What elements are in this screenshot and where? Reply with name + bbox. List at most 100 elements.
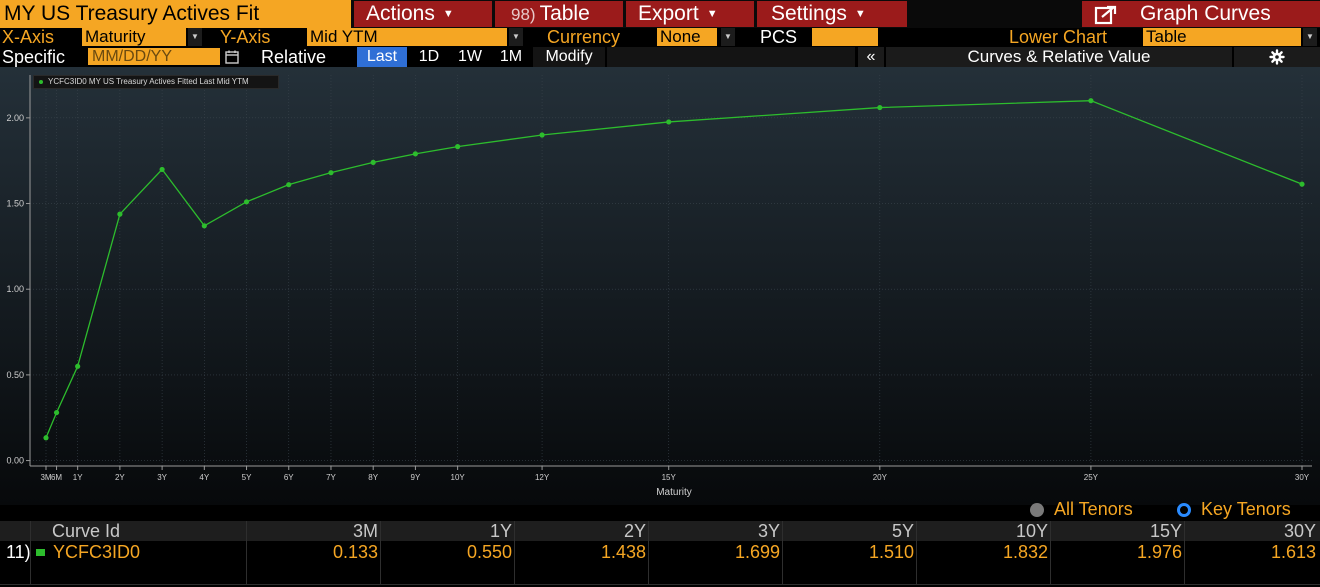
graph-curves-button[interactable]: Graph Curves: [1082, 1, 1320, 27]
table-header: [0, 521, 1320, 541]
curve-id-header[interactable]: Curve Id: [52, 521, 121, 541]
tab-last[interactable]: Last: [357, 47, 407, 67]
x-tick-label: 3M: [40, 473, 51, 482]
x-tick-label: 4Y: [199, 473, 209, 482]
x-tick-label: 9Y: [411, 473, 421, 482]
external-window-icon: [1094, 5, 1117, 25]
data-point: [412, 151, 419, 157]
chevron-down-icon[interactable]: ▼: [1303, 28, 1317, 46]
relative-label: Relative: [261, 47, 327, 67]
column-header[interactable]: 3Y: [757, 521, 780, 541]
column-header[interactable]: 3M: [352, 521, 378, 541]
chevron-down-icon[interactable]: ▼: [721, 28, 735, 46]
value-cell: 1.613: [1270, 542, 1316, 562]
curves-relative-value-tab[interactable]: Curves & Relative Value: [886, 47, 1232, 67]
column-divider: [1184, 521, 1185, 585]
settings-label: Settings: [771, 2, 847, 25]
x-tick-label: 7Y: [326, 473, 336, 482]
data-point: [455, 144, 461, 150]
currency-select[interactable]: None: [657, 28, 717, 46]
data-point: [53, 409, 60, 416]
column-header[interactable]: 15Y: [1149, 521, 1182, 541]
xaxis-select[interactable]: Maturity: [82, 28, 186, 46]
pcs-field[interactable]: [812, 28, 878, 46]
data-point: [43, 435, 49, 441]
legend-label: YCFC3ID0 MY US Treasury Actives Fitted L…: [48, 77, 249, 86]
chart-axes: 0.00 0.50 1.00 1.50 2.00 3M 6M 1Y 2Y 3Y 4Y 5Y 6Y 7Y 8Y…: [6, 75, 1312, 482]
column-header[interactable]: 5Y: [891, 521, 914, 541]
x-tick-label: 3Y: [157, 473, 167, 482]
value-cell: 1.438: [600, 542, 646, 562]
table-shortcut-number: 98): [511, 5, 536, 24]
yaxis-label: Y-Axis: [220, 27, 271, 47]
chevron-down-icon: ▼: [706, 8, 718, 20]
value-cell: 0.550: [466, 542, 512, 562]
chart-background: [0, 67, 1320, 505]
x-tick-label: 20Y: [873, 473, 888, 482]
gear-icon: [1269, 49, 1285, 65]
column-divider: [648, 521, 649, 585]
key-tenors-radio[interactable]: [1177, 503, 1191, 517]
calendar-icon[interactable]: [224, 50, 240, 64]
x-tick-label: 5Y: [242, 473, 252, 482]
lower-chart-select[interactable]: Table: [1143, 28, 1301, 46]
column-divider: [1050, 521, 1051, 585]
yaxis-select[interactable]: Mid YTM: [307, 28, 507, 46]
chevron-down-icon: ▼: [442, 8, 454, 20]
column-header[interactable]: 30Y: [1283, 521, 1316, 541]
data-point: [201, 223, 207, 229]
column-divider: [380, 521, 381, 585]
all-tenors-radio[interactable]: [1030, 503, 1044, 517]
value-cell: 1.699: [734, 542, 780, 562]
value-cell: 1.832: [1002, 542, 1048, 562]
x-axis-title: Maturity: [656, 487, 692, 498]
modify-button[interactable]: Modify: [533, 47, 605, 67]
table-row[interactable]: [0, 541, 1320, 563]
legend-marker: [39, 80, 43, 84]
chevron-down-icon[interactable]: ▼: [509, 28, 523, 46]
row-divider: [0, 584, 1320, 585]
data-point: [117, 211, 123, 217]
date-input[interactable]: MM/DD/YY: [88, 48, 220, 65]
column-header[interactable]: 1Y: [489, 521, 512, 541]
curve-id-cell[interactable]: YCFC3ID0: [53, 542, 141, 562]
column-divider: [514, 521, 515, 585]
x-tick-label: 6Y: [284, 473, 294, 482]
column-header[interactable]: 10Y: [1015, 521, 1048, 541]
y-tick-label: 1.50: [6, 199, 24, 209]
chevron-down-icon[interactable]: ▼: [188, 28, 202, 46]
value-cell: 1.976: [1136, 542, 1182, 562]
chart-series: [43, 98, 1305, 441]
graph-curves-label: Graph Curves: [1140, 2, 1271, 25]
actions-label: Actions: [366, 2, 435, 25]
y-tick-label: 0.50: [6, 370, 24, 380]
data-point: [1088, 98, 1094, 104]
x-tick-label: 15Y: [662, 473, 677, 482]
table-button[interactable]: 98) Table: [495, 1, 623, 27]
column-divider: [916, 521, 917, 585]
data-point: [286, 182, 292, 188]
tab-1w[interactable]: 1W: [458, 48, 482, 65]
tab-1d[interactable]: 1D: [418, 48, 440, 65]
x-tick-label: 12Y: [535, 473, 550, 482]
column-header[interactable]: 2Y: [623, 521, 646, 541]
settings-gear-button[interactable]: [1234, 47, 1320, 67]
collapse-button[interactable]: «: [858, 47, 884, 67]
table-label: Table: [539, 2, 590, 25]
pcs-label: PCS: [760, 27, 798, 47]
export-label: Export: [638, 2, 699, 25]
settings-menu-button[interactable]: Settings ▼: [757, 1, 907, 27]
key-tenors-label[interactable]: Key Tenors: [1201, 499, 1291, 519]
data-point: [159, 166, 165, 173]
tab-1m[interactable]: 1M: [499, 48, 523, 65]
actions-menu-button[interactable]: Actions ▼: [354, 1, 492, 27]
all-tenors-label[interactable]: All Tenors: [1054, 499, 1133, 519]
y-tick-label: 2.00: [6, 113, 24, 123]
lower-chart-label: Lower Chart: [1009, 27, 1108, 47]
x-tick-label: 25Y: [1084, 473, 1099, 482]
x-tick-label: 1Y: [73, 473, 83, 482]
data-point: [1299, 181, 1305, 187]
x-tick-label: 30Y: [1295, 473, 1310, 482]
y-tick-label: 1.00: [6, 284, 24, 294]
export-menu-button[interactable]: Export ▼: [626, 1, 754, 27]
